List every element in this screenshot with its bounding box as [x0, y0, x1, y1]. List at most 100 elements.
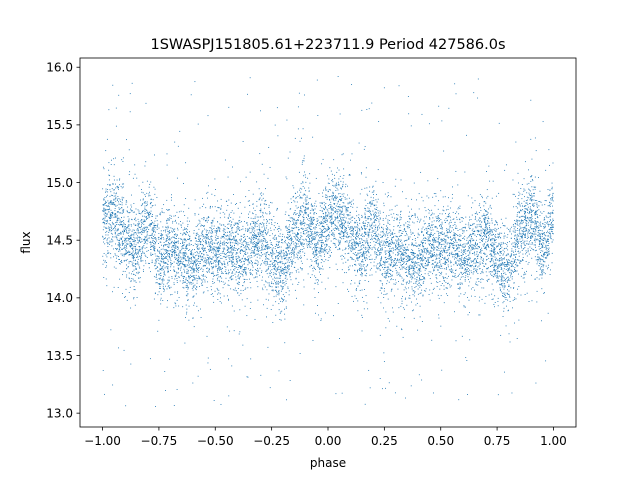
data-point	[106, 230, 108, 232]
data-point	[421, 230, 422, 232]
data-point	[250, 238, 252, 240]
data-point	[227, 252, 228, 254]
data-point	[259, 255, 261, 257]
data-point	[409, 268, 410, 270]
data-point	[123, 243, 125, 245]
data-point	[404, 247, 406, 249]
data-point	[468, 249, 470, 251]
data-point	[128, 221, 130, 223]
data-point	[122, 253, 124, 255]
data-point	[255, 253, 257, 255]
data-point	[467, 242, 469, 244]
data-point	[371, 224, 373, 226]
data-point	[231, 275, 233, 277]
data-point	[513, 282, 515, 284]
data-point	[138, 232, 140, 234]
data-point	[458, 399, 460, 401]
data-point	[232, 248, 234, 250]
data-point	[495, 264, 496, 266]
data-point	[117, 196, 119, 197]
data-point	[305, 229, 307, 231]
data-point	[433, 193, 435, 195]
data-point	[325, 213, 326, 215]
data-point	[234, 268, 236, 270]
data-point	[112, 291, 114, 293]
data-point	[492, 245, 494, 246]
data-point	[216, 261, 218, 263]
data-point	[490, 243, 492, 245]
data-point	[118, 232, 120, 234]
data-point	[356, 233, 357, 235]
data-point	[256, 181, 258, 183]
data-point	[114, 189, 115, 191]
data-point	[386, 238, 388, 240]
data-point	[374, 228, 376, 230]
data-point	[277, 255, 279, 256]
data-point	[539, 222, 541, 224]
data-point	[306, 217, 307, 218]
data-point	[248, 237, 250, 239]
data-point	[377, 210, 379, 212]
data-point	[396, 265, 398, 266]
data-point	[102, 166, 104, 168]
data-point	[190, 254, 192, 256]
data-point	[423, 280, 425, 282]
data-point	[352, 229, 354, 231]
data-point	[364, 269, 366, 271]
data-point	[488, 233, 490, 235]
data-point	[111, 229, 112, 231]
data-point	[311, 241, 312, 243]
data-point	[408, 218, 410, 220]
data-point	[149, 225, 151, 227]
data-point	[293, 212, 295, 214]
data-point	[157, 250, 159, 252]
data-point	[271, 244, 273, 246]
data-point	[116, 186, 118, 188]
data-point	[455, 262, 457, 264]
data-point	[361, 254, 363, 256]
data-point	[221, 272, 223, 274]
data-point	[390, 256, 392, 258]
data-point	[451, 193, 453, 195]
data-point	[224, 252, 226, 254]
data-point	[328, 257, 330, 258]
data-point	[391, 259, 393, 261]
data-point	[389, 234, 391, 236]
data-point	[264, 241, 266, 243]
data-point	[204, 261, 206, 263]
data-point	[371, 258, 373, 260]
data-point	[497, 245, 499, 247]
data-point	[187, 272, 189, 274]
data-point	[339, 225, 341, 227]
data-point	[126, 243, 128, 245]
data-point	[313, 236, 315, 238]
data-point	[387, 222, 389, 224]
data-point	[185, 294, 187, 296]
data-point	[237, 227, 239, 229]
data-point	[186, 230, 187, 232]
data-point	[197, 258, 199, 260]
data-point	[552, 239, 554, 241]
data-point	[429, 289, 431, 291]
data-point	[225, 277, 227, 279]
data-point	[247, 268, 249, 270]
data-point	[308, 240, 310, 242]
data-point	[124, 247, 126, 248]
data-point	[241, 270, 243, 272]
data-point	[480, 223, 482, 225]
data-point	[280, 319, 282, 321]
data-point	[144, 247, 146, 249]
data-point	[357, 236, 359, 238]
data-point	[442, 227, 443, 229]
data-point	[272, 274, 274, 276]
data-point	[535, 230, 537, 232]
data-point	[380, 218, 381, 220]
data-point	[274, 277, 276, 279]
data-point	[365, 220, 367, 222]
data-point	[281, 258, 283, 260]
data-point	[320, 221, 322, 223]
data-point	[272, 251, 274, 253]
data-point	[151, 232, 153, 234]
data-point	[545, 257, 547, 259]
